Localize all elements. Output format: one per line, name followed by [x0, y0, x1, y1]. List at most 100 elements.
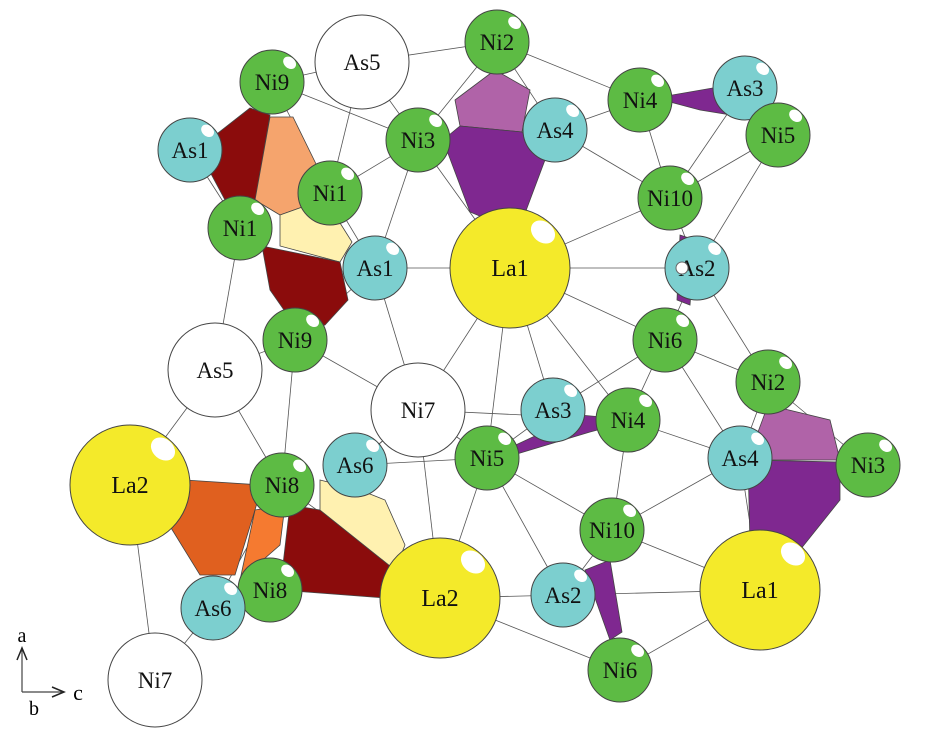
highlight [201, 124, 215, 137]
highlight [306, 314, 320, 327]
highlight [631, 644, 645, 657]
highlight [780, 542, 806, 566]
atom-label: Ni3 [401, 128, 436, 153]
highlight [779, 356, 793, 369]
atom-ni8: Ni8 [237, 557, 303, 623]
atom-label: As3 [726, 76, 763, 101]
atom-label: La1 [741, 578, 778, 604]
atom-as6: As6 [180, 575, 246, 641]
highlight [564, 384, 578, 397]
highlight [498, 432, 512, 445]
highlight [429, 114, 443, 127]
atom-label: As1 [356, 256, 393, 281]
atoms: As5 Ni9 Ni2 Ni4 As3 Ni5 As1 Ni3 As4 Ni1 Ni10 Ni1 La1… [69, 9, 901, 728]
atom-ni9: Ni9 [262, 307, 328, 373]
highlight [681, 172, 695, 185]
highlight [651, 74, 665, 87]
atom-ni6: Ni6 [587, 637, 653, 703]
atom-sphere [314, 14, 410, 110]
atom-label: Ni1 [223, 216, 258, 241]
highlight [756, 62, 770, 75]
atom-la2: La2 [379, 537, 501, 659]
atom-label: As3 [534, 398, 571, 423]
coordination-polyhedron [454, 69, 531, 133]
atom-ni5: Ni5 [454, 425, 520, 491]
atom-la1: La1 [699, 529, 821, 651]
highlight [341, 167, 355, 180]
highlight [879, 439, 893, 452]
atom-label: La1 [491, 256, 528, 282]
atom-ni5: Ni5 [745, 102, 811, 168]
atom-ni9: Ni9 [239, 49, 305, 115]
highlight [366, 439, 380, 452]
polyhedra [159, 69, 841, 641]
atom-label: Ni4 [623, 88, 658, 113]
highlight [530, 220, 556, 244]
highlight [623, 504, 637, 517]
axes-indicator: a b c [16, 625, 83, 720]
atom-as5: As5 [167, 322, 263, 418]
atom-label: Ni2 [751, 370, 786, 395]
atom-label: Ni7 [401, 398, 436, 423]
atom-label: La2 [111, 473, 148, 499]
atom-label: Ni8 [265, 473, 300, 498]
atom-label: Ni5 [761, 123, 796, 148]
coordination-polyhedron [261, 245, 349, 331]
atom-ni2: Ni2 [735, 349, 801, 415]
axis-b-label: b [29, 698, 39, 720]
atom-label: Ni6 [603, 658, 638, 683]
site-marker [675, 261, 689, 275]
highlight [708, 242, 722, 255]
highlight [508, 16, 522, 29]
atom-label: La2 [421, 586, 458, 612]
atom-label: Ni8 [253, 578, 288, 603]
atom-sphere [370, 362, 466, 458]
highlight [281, 564, 295, 577]
highlight [566, 104, 580, 117]
atom-label: Ni1 [313, 181, 348, 206]
atom-ni3: Ni3 [385, 107, 451, 173]
atom-label: As5 [343, 50, 380, 75]
atom-label: As2 [544, 583, 581, 608]
atom-ni3: Ni3 [835, 432, 901, 498]
atom-label: As4 [721, 446, 759, 471]
atom-ni4: Ni4 [595, 387, 661, 453]
atom-la1: La1 [449, 207, 571, 329]
atom-ni6: Ni6 [632, 307, 698, 373]
atom-as3: As3 [712, 55, 778, 121]
highlight [574, 569, 588, 582]
atom-sphere [107, 632, 203, 728]
atom-as3: As3 [520, 377, 586, 443]
highlight [676, 314, 690, 327]
atom-as1: As1 [157, 117, 223, 183]
atom-label: Ni3 [851, 453, 886, 478]
atom-label: Ni10 [647, 186, 693, 211]
atom-label: As4 [536, 118, 574, 143]
axis-c-label: c [73, 680, 83, 705]
atom-ni8: Ni8 [249, 452, 315, 518]
highlight [751, 432, 765, 445]
atom-label: Ni6 [648, 328, 683, 353]
atom-label: Ni9 [255, 70, 290, 95]
highlight [789, 109, 803, 122]
coordination-polyhedron [584, 559, 623, 641]
atom-ni2: Ni2 [464, 9, 530, 75]
highlight [283, 56, 297, 69]
atom-as6: As6 [322, 432, 388, 498]
axis-a-label: a [18, 625, 27, 647]
atom-label: As1 [171, 138, 208, 163]
highlight [639, 394, 653, 407]
atom-la2: La2 [69, 424, 191, 546]
atom-as5: As5 [314, 14, 410, 110]
atom-ni10: Ni10 [579, 497, 645, 563]
atom-as1: As1 [342, 235, 408, 301]
highlight [386, 242, 400, 255]
atom-label: Ni4 [611, 408, 646, 433]
highlight [224, 582, 238, 595]
atom-sphere [167, 322, 263, 418]
atom-as2: As2 [530, 562, 596, 628]
highlight [460, 550, 486, 574]
atom-ni1: Ni1 [207, 195, 273, 261]
highlight [293, 459, 307, 472]
